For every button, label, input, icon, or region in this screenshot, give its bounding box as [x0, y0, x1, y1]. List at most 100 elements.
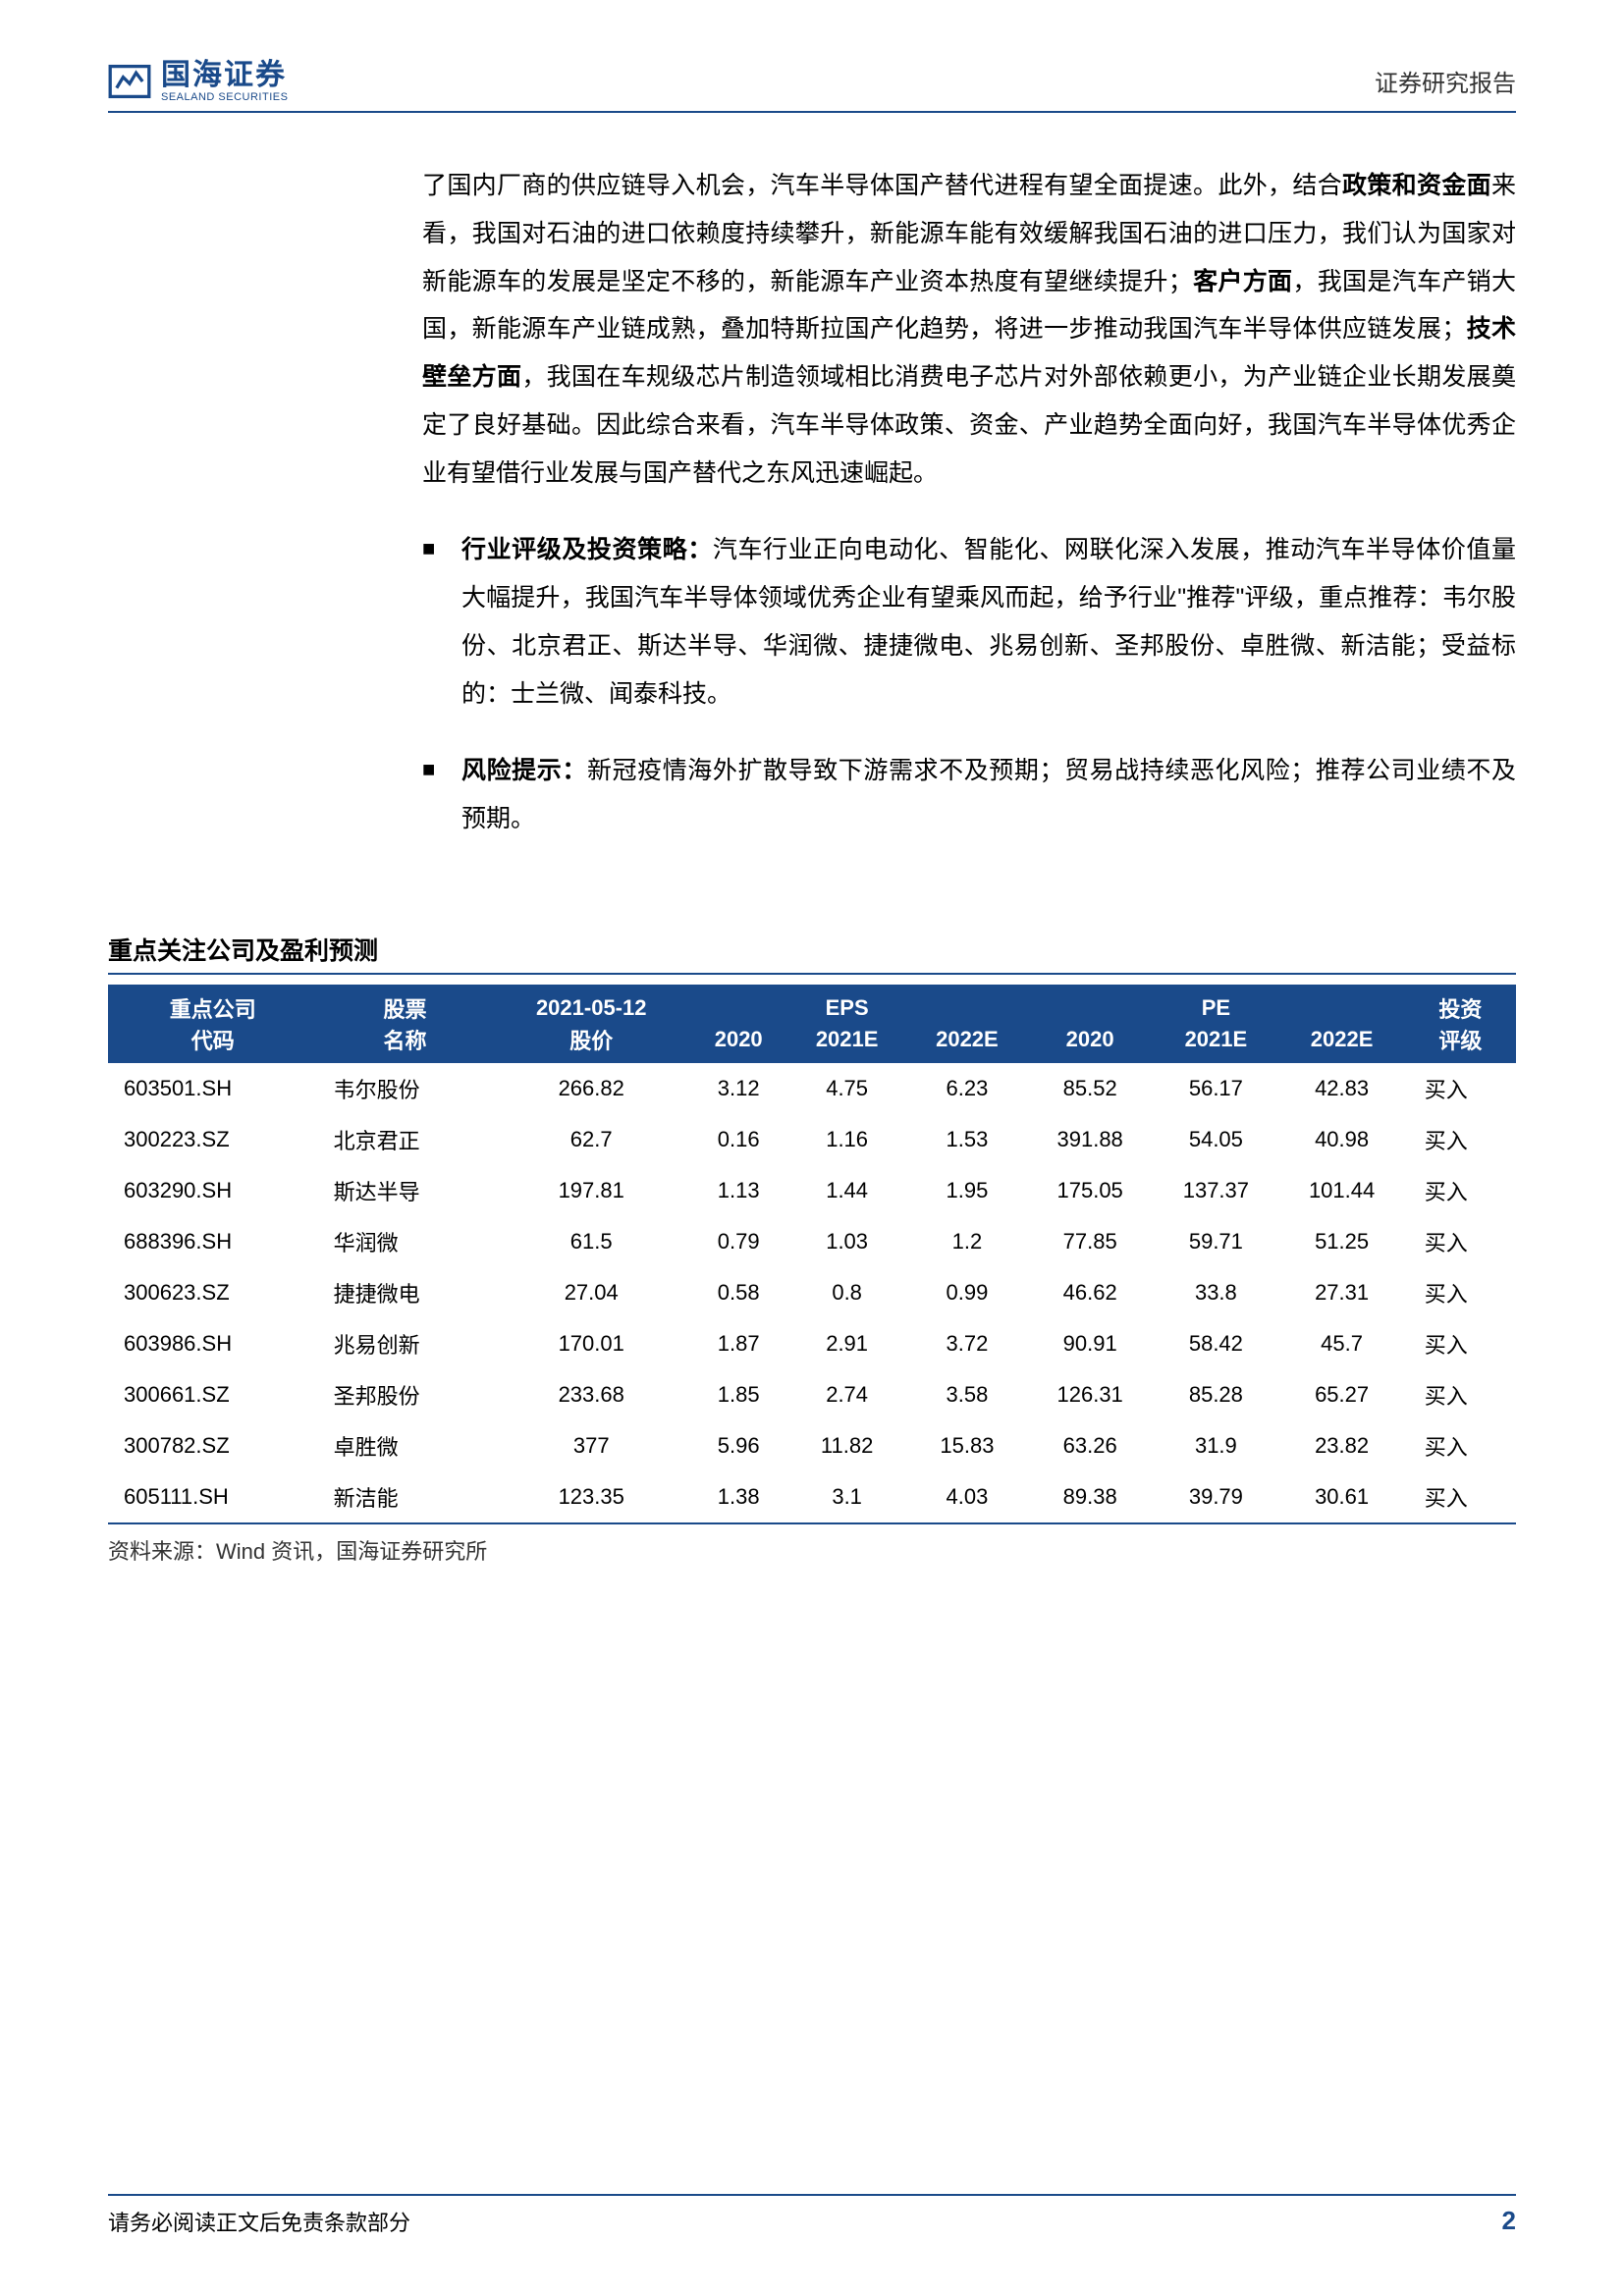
table-cell: 27.31 [1278, 1267, 1404, 1318]
table-cell: 266.82 [493, 1063, 690, 1114]
table-cell: 40.98 [1278, 1114, 1404, 1165]
table-cell: 买入 [1405, 1318, 1516, 1369]
table-cell: 2.74 [786, 1369, 906, 1420]
table-cell: 5.96 [690, 1420, 787, 1471]
page-footer: 请务必阅读正文后免责条款部分 2 [108, 2194, 1516, 2237]
table-row: 688396.SH华润微61.50.791.031.277.8559.7151.… [108, 1216, 1516, 1267]
table-cell: 0.79 [690, 1216, 787, 1267]
table-header-cell: 2022E [1278, 1024, 1404, 1063]
paragraph-2: 行业评级及投资策略：汽车行业正向电动化、智能化、网联化深入发展，推动汽车半导体价… [422, 526, 1516, 718]
table-header-cell: 2021E [786, 1024, 906, 1063]
report-type-label: 证券研究报告 [1375, 64, 1516, 98]
table-cell: 62.7 [493, 1114, 690, 1165]
table-header-cell: 2020 [690, 1024, 787, 1063]
table-header-cell: PE [1153, 985, 1278, 1024]
table-cell: 605111.SH [108, 1471, 318, 1523]
table-cell: 391.88 [1027, 1114, 1153, 1165]
table-source: 资料来源：Wind 资讯，国海证券研究所 [108, 1534, 1516, 1566]
table-row: 300661.SZ圣邦股份233.681.852.743.58126.3185.… [108, 1369, 1516, 1420]
table-cell: 1.2 [907, 1216, 1027, 1267]
table-cell: 377 [493, 1420, 690, 1471]
table-cell: 90.91 [1027, 1318, 1153, 1369]
footer-disclaimer: 请务必阅读正文后免责条款部分 [108, 2206, 410, 2237]
table-header-cell: 投资 [1405, 985, 1516, 1024]
table-cell: 韦尔股份 [318, 1063, 493, 1114]
table-cell: 兆易创新 [318, 1318, 493, 1369]
table-header-cell: 代码 [108, 1024, 318, 1063]
table-cell: 1.85 [690, 1369, 787, 1420]
table-body: 603501.SH韦尔股份266.823.124.756.2385.5256.1… [108, 1063, 1516, 1523]
table-cell: 54.05 [1153, 1114, 1278, 1165]
table-cell: 45.7 [1278, 1318, 1404, 1369]
table-cell: 101.44 [1278, 1165, 1404, 1216]
table-header-cell: 重点公司 [108, 985, 318, 1024]
table-cell: 2.91 [786, 1318, 906, 1369]
table-cell: 300223.SZ [108, 1114, 318, 1165]
table-cell: 买入 [1405, 1471, 1516, 1523]
table-cell: 1.53 [907, 1114, 1027, 1165]
table-cell: 300623.SZ [108, 1267, 318, 1318]
table-cell: 1.38 [690, 1471, 787, 1523]
page-header: 国海证券 SEALAND SECURITIES 证券研究报告 [108, 59, 1516, 113]
table-cell: 北京君正 [318, 1114, 493, 1165]
table-cell: 买入 [1405, 1114, 1516, 1165]
table-title: 重点关注公司及盈利预测 [108, 932, 1516, 975]
table-header: 重点公司股票2021-05-12EPSPE投资 代码名称股价20202021E2… [108, 985, 1516, 1063]
table-cell: 59.71 [1153, 1216, 1278, 1267]
table-cell: 买入 [1405, 1420, 1516, 1471]
table-cell: 新洁能 [318, 1471, 493, 1523]
table-header-cell [690, 985, 787, 1024]
table-cell: 39.79 [1153, 1471, 1278, 1523]
p1-cont3: ，我国在车规级芯片制造领域相比消费电子芯片对外部依赖更小，为产业链企业长期发展奠… [422, 363, 1516, 487]
table-header-cell: 股价 [493, 1024, 690, 1063]
table-cell: 0.8 [786, 1267, 906, 1318]
p2-bold: 行业评级及投资策略： [461, 536, 713, 563]
table-cell: 捷捷微电 [318, 1267, 493, 1318]
page-number: 2 [1502, 2206, 1516, 2237]
table-header-cell [907, 985, 1027, 1024]
table-cell: 斯达半导 [318, 1165, 493, 1216]
table-row: 603986.SH兆易创新170.011.872.913.7290.9158.4… [108, 1318, 1516, 1369]
table-cell: 1.87 [690, 1318, 787, 1369]
table-row: 603501.SH韦尔股份266.823.124.756.2385.5256.1… [108, 1063, 1516, 1114]
table-cell: 603501.SH [108, 1063, 318, 1114]
table-header-cell: 2020 [1027, 1024, 1153, 1063]
p3-text: 新冠疫情海外扩散导致下游需求不及预期；贸易战持续恶化风险；推荐公司业绩不及预期。 [461, 757, 1516, 832]
paragraph-3: 风险提示：新冠疫情海外扩散导致下游需求不及预期；贸易战持续恶化风险；推荐公司业绩… [422, 747, 1516, 843]
p1-bold1: 政策和资金面 [1342, 172, 1491, 199]
table-cell: 1.13 [690, 1165, 787, 1216]
company-logo-icon [108, 60, 151, 103]
table-cell: 1.03 [786, 1216, 906, 1267]
table-cell: 11.82 [786, 1420, 906, 1471]
table-cell: 63.26 [1027, 1420, 1153, 1471]
logo-text-en: SEALAND SECURITIES [161, 91, 288, 103]
table-cell: 85.28 [1153, 1369, 1278, 1420]
logo-block: 国海证券 SEALAND SECURITIES [108, 59, 288, 103]
table-cell: 3.58 [907, 1369, 1027, 1420]
table-cell: 89.38 [1027, 1471, 1153, 1523]
table-cell: 233.68 [493, 1369, 690, 1420]
table-header-cell: 2021E [1153, 1024, 1278, 1063]
logo-text-cn: 国海证券 [161, 59, 288, 91]
table-cell: 603290.SH [108, 1165, 318, 1216]
table-cell: 85.52 [1027, 1063, 1153, 1114]
table-cell: 4.75 [786, 1063, 906, 1114]
table-cell: 4.03 [907, 1471, 1027, 1523]
table-cell: 3.72 [907, 1318, 1027, 1369]
p1-bold2: 客户方面 [1193, 268, 1293, 295]
table-cell: 170.01 [493, 1318, 690, 1369]
table-cell: 688396.SH [108, 1216, 318, 1267]
table-cell: 123.35 [493, 1471, 690, 1523]
table-cell: 买入 [1405, 1369, 1516, 1420]
table-cell: 58.42 [1153, 1318, 1278, 1369]
body-content: 了国内厂商的供应链导入机会，汽车半导体国产替代进程有望全面提速。此外，结合政策和… [422, 162, 1516, 873]
table-cell: 175.05 [1027, 1165, 1153, 1216]
table-header-cell: 股票 [318, 985, 493, 1024]
table-cell: 1.16 [786, 1114, 906, 1165]
table-cell: 卓胜微 [318, 1420, 493, 1471]
table-cell: 买入 [1405, 1216, 1516, 1267]
table-cell: 华润微 [318, 1216, 493, 1267]
table-header-cell [1027, 985, 1153, 1024]
table-cell: 23.82 [1278, 1420, 1404, 1471]
table-row: 605111.SH新洁能123.351.383.14.0389.3839.793… [108, 1471, 1516, 1523]
